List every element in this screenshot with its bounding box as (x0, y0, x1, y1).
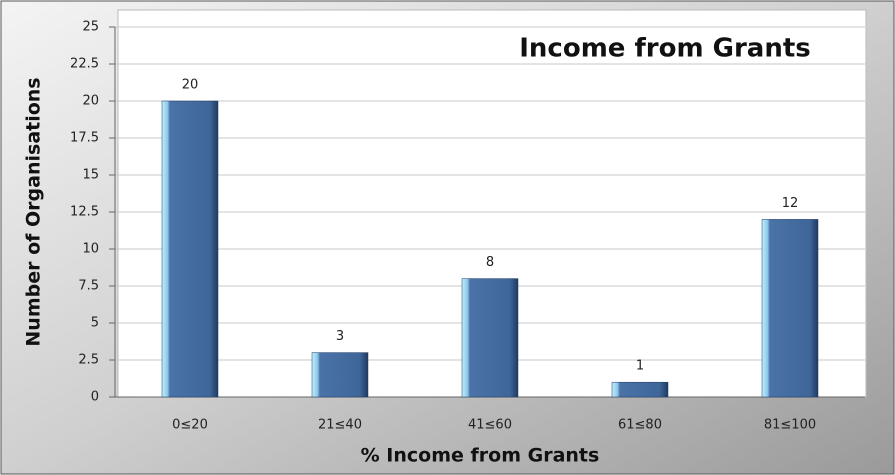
y-tick-label: 10 (82, 242, 99, 257)
y-tick-label: 25 (82, 20, 99, 35)
y-tick-label: 20 (82, 94, 99, 109)
bar (461, 278, 519, 398)
y-tick-label: 5 (91, 316, 99, 331)
bar (761, 219, 819, 398)
y-tick-label: 12.5 (70, 205, 99, 220)
bar (161, 100, 219, 398)
y-tick-label: 2.5 (78, 353, 99, 368)
bar (611, 381, 669, 398)
data-label: 8 (486, 255, 494, 270)
y-tick-label: 0 (91, 390, 99, 405)
y-tick-label: 15 (82, 168, 99, 183)
x-tick-label: 81≤100 (764, 418, 816, 433)
x-axis-label: % Income from Grants (361, 445, 600, 467)
data-label: 20 (182, 78, 199, 93)
x-tick-label: 61≤80 (618, 418, 662, 433)
y-tick-label: 22.5 (70, 57, 99, 72)
data-label: 12 (782, 196, 799, 211)
y-tick-label: 7.5 (78, 279, 99, 294)
x-tick-label: 41≤60 (468, 418, 512, 433)
x-tick-label: 0≤20 (172, 418, 208, 433)
x-tick-label: 21≤40 (318, 418, 362, 433)
title-box (505, 28, 825, 68)
y-axis-label: Number of Organisations (23, 77, 45, 346)
data-label: 1 (636, 359, 644, 374)
chart-title: Income from Grants (519, 34, 811, 64)
data-label: 3 (336, 329, 344, 344)
y-tick-label: 17.5 (70, 131, 99, 146)
bar (311, 352, 369, 398)
